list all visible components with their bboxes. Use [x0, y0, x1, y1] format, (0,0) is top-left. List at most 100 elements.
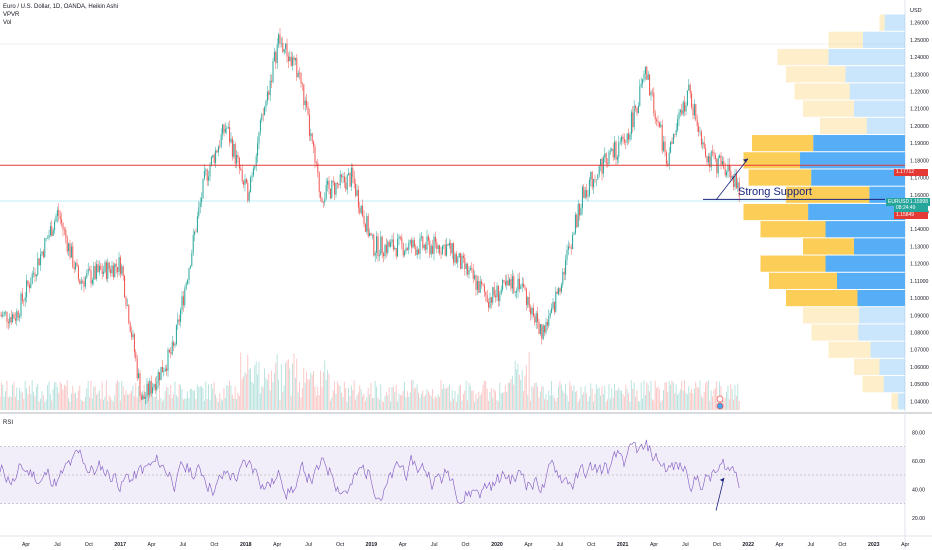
volume-profile-down-row	[880, 15, 885, 31]
volume-bar	[319, 395, 320, 410]
candle-body	[394, 248, 395, 249]
volume-bar	[613, 397, 614, 410]
candle-body	[425, 245, 426, 250]
volume-bar	[42, 391, 43, 410]
rsi-label[interactable]: RSI	[3, 420, 13, 426]
volume-bar	[9, 396, 10, 410]
volume-bar	[490, 392, 491, 410]
candle-body	[652, 92, 653, 93]
candle-body	[231, 139, 232, 143]
volume-bar	[399, 394, 400, 410]
volume-bar	[378, 398, 379, 410]
candle-body	[501, 290, 502, 295]
candle-body	[197, 216, 198, 232]
candle-body	[714, 153, 715, 156]
volume-profile-up-row	[846, 66, 906, 82]
volume-bar	[168, 387, 169, 410]
candle-body	[239, 158, 240, 169]
volume-bar	[2, 385, 3, 410]
volume-bar	[652, 399, 653, 410]
volume-bar	[543, 386, 544, 410]
volume-bar	[585, 386, 586, 410]
candle-body	[372, 235, 373, 236]
candle-body	[207, 170, 208, 181]
volume-profile-down-row	[786, 66, 846, 82]
candle-body	[630, 134, 631, 139]
candle-body	[284, 49, 285, 52]
volume-bar	[513, 385, 514, 410]
candle-body	[411, 240, 412, 247]
volume-profile-down-row	[803, 307, 859, 323]
volume-bar	[607, 399, 608, 410]
candle-body	[369, 233, 370, 236]
candle-body	[250, 177, 251, 192]
volume-bar	[210, 400, 211, 410]
time-axis[interactable]: Apr Jul Oct 2017 Apr Jul Oct 2018 Apr Jul Oct 2019 A…	[22, 542, 910, 548]
volume-bar	[138, 386, 139, 410]
candle-body	[665, 142, 666, 152]
vpvr-label[interactable]: VPVR	[3, 11, 118, 19]
candle-body	[8, 322, 9, 323]
candle-body	[198, 207, 199, 216]
volume-bar	[112, 400, 113, 410]
candle-body	[708, 156, 709, 162]
volume-bar	[308, 379, 309, 410]
candle-body	[438, 245, 439, 249]
candle-body	[187, 280, 188, 283]
candle-body	[499, 295, 500, 301]
candle-body	[303, 84, 304, 105]
volume-bar	[177, 397, 178, 410]
candle-body	[606, 154, 607, 164]
symbol-title[interactable]: Euro / U.S. Dollar, 1D, OANDA, Heikin As…	[3, 3, 118, 11]
volume-bar	[183, 399, 184, 410]
volume-bar	[562, 390, 563, 410]
candle-body	[292, 57, 293, 66]
candle-body	[502, 280, 503, 290]
volume-bar	[100, 399, 101, 410]
candle-body	[316, 162, 317, 163]
volume-bar	[259, 362, 260, 410]
volume-bar	[711, 390, 712, 410]
candle-body	[119, 257, 120, 272]
volume-bar	[326, 380, 327, 410]
candle-body	[110, 269, 111, 273]
candle-body	[554, 302, 555, 312]
candle-body	[147, 384, 148, 397]
volume-profile-up-row	[859, 307, 905, 323]
candle-body	[130, 323, 131, 332]
volume-bar	[351, 386, 352, 410]
volume-bar	[393, 387, 394, 410]
volume-bar	[240, 352, 241, 410]
volume-bar	[463, 394, 464, 410]
volume-bar	[435, 396, 436, 410]
volume-bar	[163, 399, 164, 410]
volume-bar	[540, 392, 541, 410]
candle-body	[688, 85, 689, 91]
candle-body	[403, 243, 404, 255]
time-tick-label: Apr	[399, 542, 407, 548]
volume-bar	[674, 393, 675, 410]
candle-body	[597, 175, 598, 180]
candle-body	[376, 236, 377, 252]
volume-bar	[501, 393, 502, 410]
candle-body	[477, 281, 478, 290]
volume-bar	[72, 386, 73, 410]
volume-bar	[655, 381, 656, 410]
candle-body	[642, 79, 643, 84]
volume-bar	[54, 382, 55, 410]
vol-label[interactable]: Vol	[3, 19, 118, 27]
price-tick-label: 1.11000	[910, 279, 928, 285]
volume-bar	[135, 383, 136, 410]
volume-bar	[92, 398, 93, 410]
volume-bar	[165, 391, 166, 410]
candle-body	[387, 242, 388, 253]
candle-body	[196, 232, 197, 233]
candle-body	[170, 352, 171, 354]
candle-body	[585, 190, 586, 198]
volume-bar	[194, 390, 195, 410]
volume-bar	[140, 401, 141, 410]
candle-body	[85, 277, 86, 286]
candle-body	[446, 244, 447, 255]
volume-bar	[310, 373, 311, 410]
